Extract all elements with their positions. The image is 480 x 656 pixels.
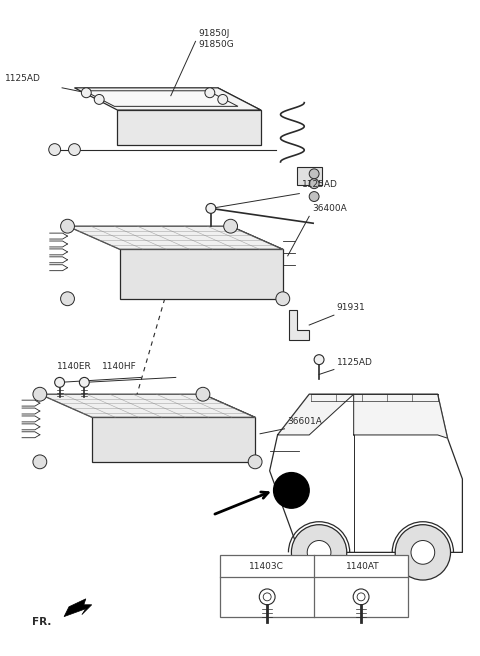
Circle shape [224,219,238,233]
Polygon shape [40,394,255,417]
Circle shape [49,144,60,155]
Polygon shape [64,599,92,617]
Circle shape [309,178,319,189]
Circle shape [309,169,319,178]
Circle shape [263,593,271,601]
Circle shape [314,355,324,365]
Polygon shape [354,394,447,438]
Circle shape [94,94,104,104]
Polygon shape [203,394,255,462]
Circle shape [357,593,365,601]
Circle shape [274,472,309,508]
Text: 1140HF: 1140HF [102,361,136,371]
Circle shape [218,94,228,104]
Polygon shape [92,417,255,462]
Circle shape [206,203,216,213]
Text: 1125AD: 1125AD [337,358,373,367]
Polygon shape [230,226,283,298]
Polygon shape [68,226,283,249]
Text: 36601A: 36601A [288,417,322,426]
Circle shape [248,455,262,469]
Polygon shape [270,394,462,552]
Polygon shape [84,91,238,106]
Polygon shape [118,110,261,144]
Text: FR.: FR. [33,617,52,626]
Circle shape [60,219,74,233]
Circle shape [353,589,369,605]
Circle shape [81,88,91,98]
Text: 11403C: 11403C [250,562,284,571]
Circle shape [60,292,74,306]
Text: 91850J: 91850J [199,30,230,39]
Circle shape [205,88,215,98]
Polygon shape [74,88,261,110]
Circle shape [259,589,275,605]
Text: 1125AD: 1125AD [302,180,338,189]
Polygon shape [120,249,283,298]
Text: 1140ER: 1140ER [57,361,92,371]
Text: 1140AT: 1140AT [346,562,380,571]
Circle shape [411,541,435,564]
Text: 1125AD: 1125AD [5,74,41,83]
Polygon shape [277,394,354,435]
Circle shape [196,387,210,401]
Circle shape [307,541,331,564]
Text: 91931: 91931 [337,303,366,312]
Circle shape [309,192,319,201]
Circle shape [33,387,47,401]
Circle shape [291,525,347,580]
Polygon shape [289,310,309,340]
Bar [220,556,408,617]
Text: 91850G: 91850G [199,40,234,49]
Text: 36400A: 36400A [312,205,347,213]
Circle shape [69,144,80,155]
Circle shape [79,377,89,387]
Polygon shape [218,88,261,144]
Circle shape [276,292,290,306]
Circle shape [395,525,451,580]
Circle shape [33,455,47,469]
Bar [297,167,322,185]
Circle shape [55,377,64,387]
